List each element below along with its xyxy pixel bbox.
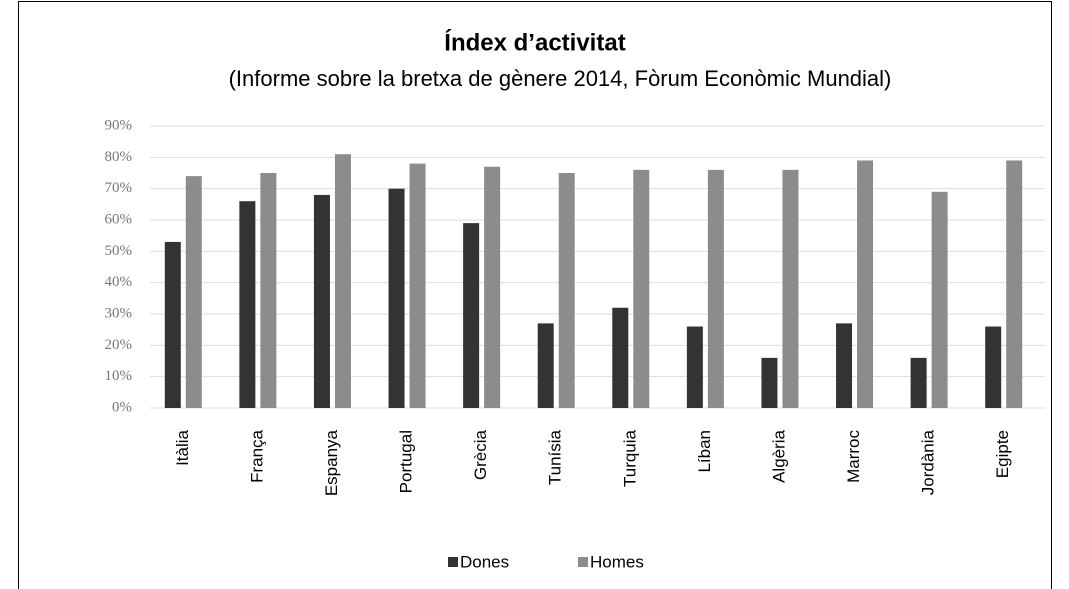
bar	[612, 307, 629, 408]
x-tick-label: Espanya	[322, 429, 341, 496]
bar	[761, 357, 778, 408]
bar	[836, 323, 853, 408]
y-tick-label: 80%	[105, 149, 133, 165]
chart-title: Índex d’activitat	[444, 28, 625, 56]
y-tick-label: 20%	[105, 337, 133, 353]
y-tick-label: 30%	[105, 305, 133, 321]
y-tick-label: 90%	[105, 117, 133, 133]
y-tick-label: 40%	[105, 274, 133, 290]
x-tick-label: Grècia	[471, 429, 490, 480]
legend-swatch	[578, 557, 588, 567]
bar	[260, 173, 277, 408]
y-tick-label: 0%	[112, 399, 132, 415]
bar	[164, 241, 181, 408]
bar	[463, 223, 480, 408]
bar	[633, 169, 650, 408]
x-tick-label: Marroc	[844, 430, 863, 483]
bar	[707, 169, 724, 408]
x-tick-label: Tunísia	[546, 429, 565, 485]
bar	[537, 323, 554, 408]
bar	[686, 326, 703, 408]
legend-swatch	[448, 557, 458, 567]
bar	[484, 166, 501, 408]
bar	[985, 326, 1002, 408]
x-tick-label: Itàlia	[173, 429, 192, 465]
bar	[782, 169, 799, 408]
x-tick-label: Egipte	[993, 430, 1012, 478]
y-tick-label: 70%	[105, 180, 133, 196]
x-tick-label: Jordània	[919, 429, 938, 495]
bar	[558, 173, 575, 408]
x-tick-label: Turquia	[620, 429, 639, 487]
x-tick-label: Portugal	[397, 430, 416, 493]
bar	[185, 176, 202, 408]
bar	[931, 191, 948, 408]
bar	[910, 357, 927, 408]
y-tick-label: 50%	[105, 243, 133, 259]
bar	[1006, 160, 1023, 408]
bar	[388, 188, 405, 408]
x-tick-label: França	[247, 429, 266, 482]
x-tick-label: Líban	[695, 430, 714, 473]
bar	[313, 194, 330, 408]
y-tick-label: 10%	[105, 368, 133, 384]
chart-subtitle: (Informe sobre la bretxa de gènere 2014,…	[229, 66, 892, 91]
bar	[409, 163, 426, 408]
legend-label: Dones	[460, 552, 509, 571]
bar	[239, 201, 256, 408]
x-tick-label: Algèria	[769, 429, 788, 482]
bar	[334, 154, 351, 408]
y-tick-label: 60%	[105, 211, 133, 227]
bar	[857, 160, 874, 408]
legend-label: Homes	[590, 552, 644, 571]
